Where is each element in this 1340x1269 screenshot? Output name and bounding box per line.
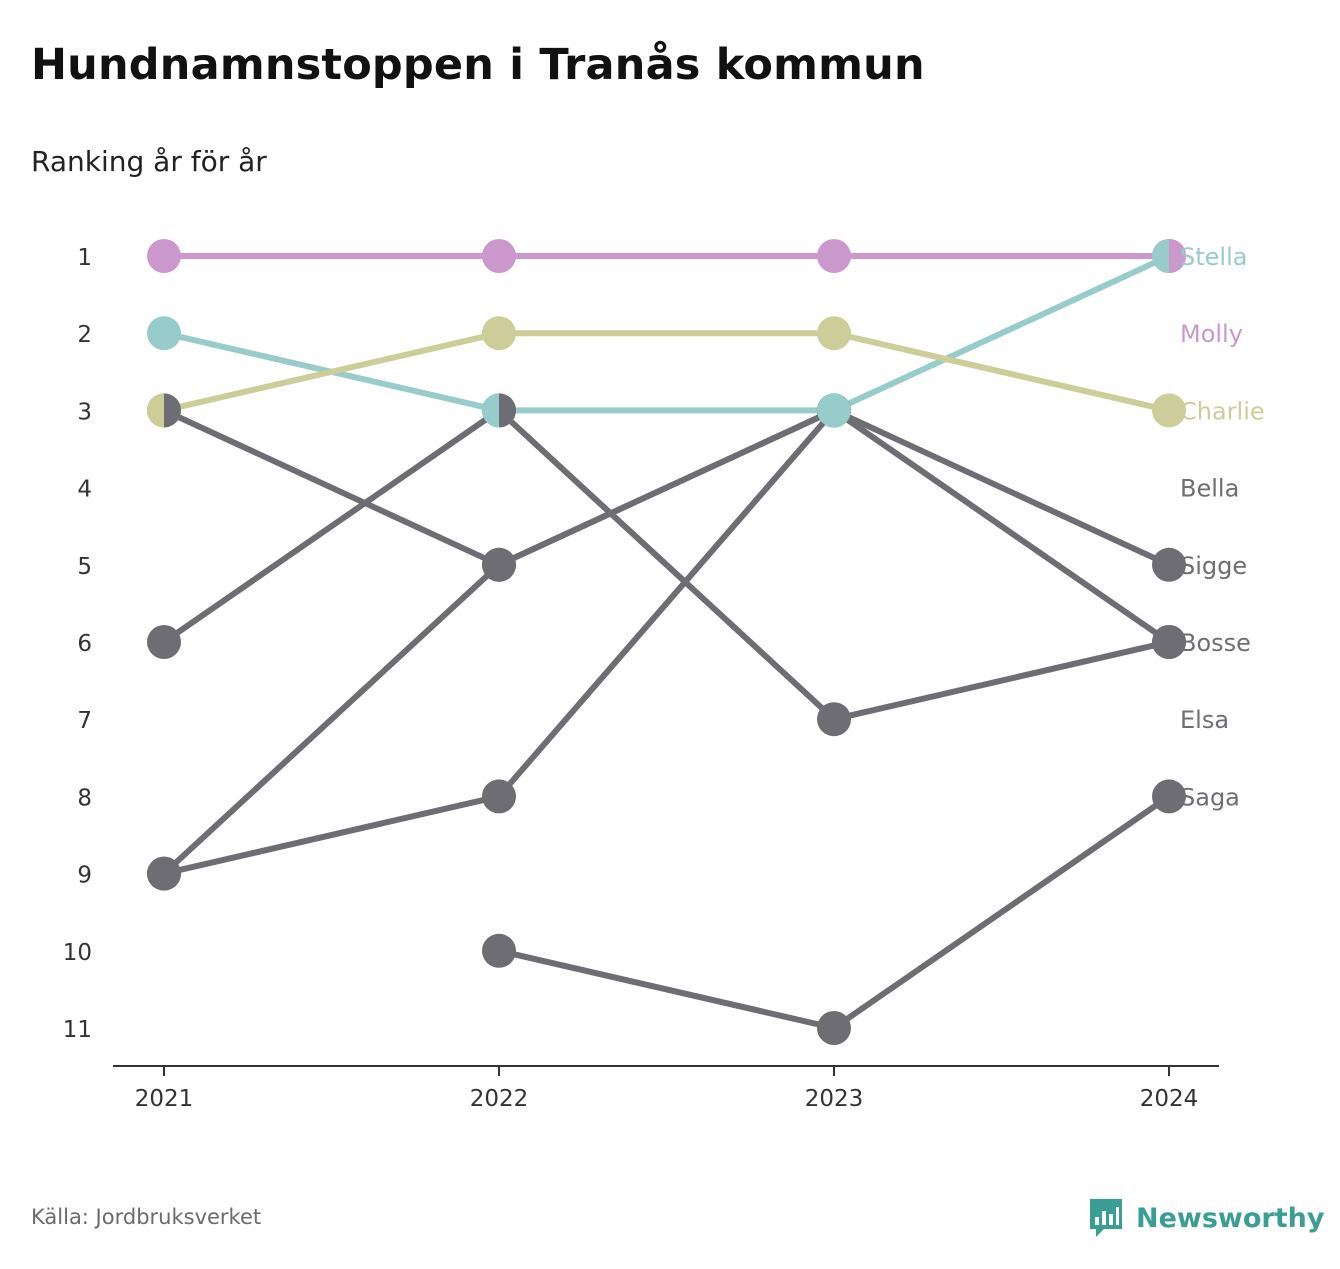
marker-sigge-2024[interactable] (1152, 547, 1186, 582)
series-lines (161, 253, 1172, 1031)
marker-saga-2023[interactable] (817, 1011, 851, 1045)
split-marker-2022 (482, 393, 516, 428)
end-labels: Stella Molly Charlie Bella Sigge Bosse Elsa Sag… (1180, 243, 1265, 811)
y-tick-label: 9 (77, 863, 92, 889)
chart-subtitle: Ranking år för år (31, 145, 267, 178)
x-tick-label: 2022 (470, 1086, 529, 1112)
line-saga (496, 793, 1172, 1031)
brand-logo[interactable]: Newsworthy (1088, 1195, 1324, 1241)
end-label-sigge: Sigge (1180, 552, 1247, 580)
marker-molly-2021[interactable] (147, 239, 181, 273)
marker-charlie-2024[interactable] (1152, 393, 1186, 428)
y-tick-label: 2 (77, 322, 92, 348)
split-marker-right (164, 393, 181, 428)
marker-sigge-2021[interactable] (147, 856, 181, 891)
line-sigge (161, 407, 1172, 877)
marker-stella-2023[interactable] (817, 393, 851, 428)
y-tick-label: 8 (77, 785, 92, 811)
marker-molly-2023[interactable] (817, 239, 851, 273)
marker-elsa-2022[interactable] (482, 779, 516, 814)
end-label-stella: Stella (1180, 243, 1247, 271)
split-marker-right (499, 393, 516, 428)
x-tick-label: 2021 (135, 1086, 194, 1112)
x-tick-label: 2023 (805, 1086, 864, 1112)
y-tick-label: 7 (77, 708, 92, 734)
split-marker-2021 (147, 393, 181, 428)
source-note: Källa: Jordbruksverket (31, 1205, 262, 1229)
marker-charlie-2023[interactable] (817, 316, 851, 351)
marker-saga-2024[interactable] (1152, 779, 1186, 814)
chart-title: Hundnamnstoppen i Tranås kommun (31, 40, 925, 90)
line-charlie (161, 330, 1172, 414)
split-marker-left (147, 393, 164, 428)
brand-name: Newsworthy (1136, 1202, 1325, 1234)
y-tick-label: 10 (63, 940, 92, 966)
split-marker-right (1169, 239, 1186, 273)
marker-saga-2022[interactable] (482, 933, 516, 968)
end-label-charlie: Charlie (1180, 397, 1265, 425)
newsworthy-logo-icon (1090, 1199, 1122, 1237)
x-tick-label: 2024 (1140, 1086, 1199, 1112)
marker-charlie-2022[interactable] (482, 316, 516, 351)
split-marker-2024 (1152, 239, 1186, 273)
y-tick-label: 3 (77, 399, 92, 425)
axes: 2021 2022 2023 2024 1 2 3 4 5 6 7 8 9 10 11 (63, 245, 1219, 1112)
y-tick-label: 1 (77, 245, 92, 271)
y-tick-label: 5 (77, 554, 92, 580)
end-label-saga: Saga (1180, 783, 1240, 811)
split-marker-left (1152, 239, 1169, 273)
series-markers (147, 239, 1186, 1045)
end-label-bosse: Bosse (1180, 629, 1251, 657)
marker-sigge-2022[interactable] (482, 547, 516, 582)
split-marker-left (482, 393, 499, 428)
line-bella (161, 407, 1172, 723)
end-label-bella: Bella (1180, 475, 1239, 503)
marker-bella-2023[interactable] (817, 702, 851, 737)
marker-stella-2021[interactable] (147, 316, 181, 351)
y-tick-label: 4 (77, 477, 92, 503)
y-tick-label: 6 (77, 631, 92, 657)
marker-bella-2024[interactable] (1152, 625, 1186, 659)
end-label-elsa: Elsa (1180, 706, 1229, 734)
end-label-molly: Molly (1180, 320, 1243, 348)
marker-molly-2022[interactable] (482, 239, 516, 273)
y-tick-label: 11 (63, 1017, 92, 1043)
marker-bella-2021[interactable] (147, 625, 181, 659)
